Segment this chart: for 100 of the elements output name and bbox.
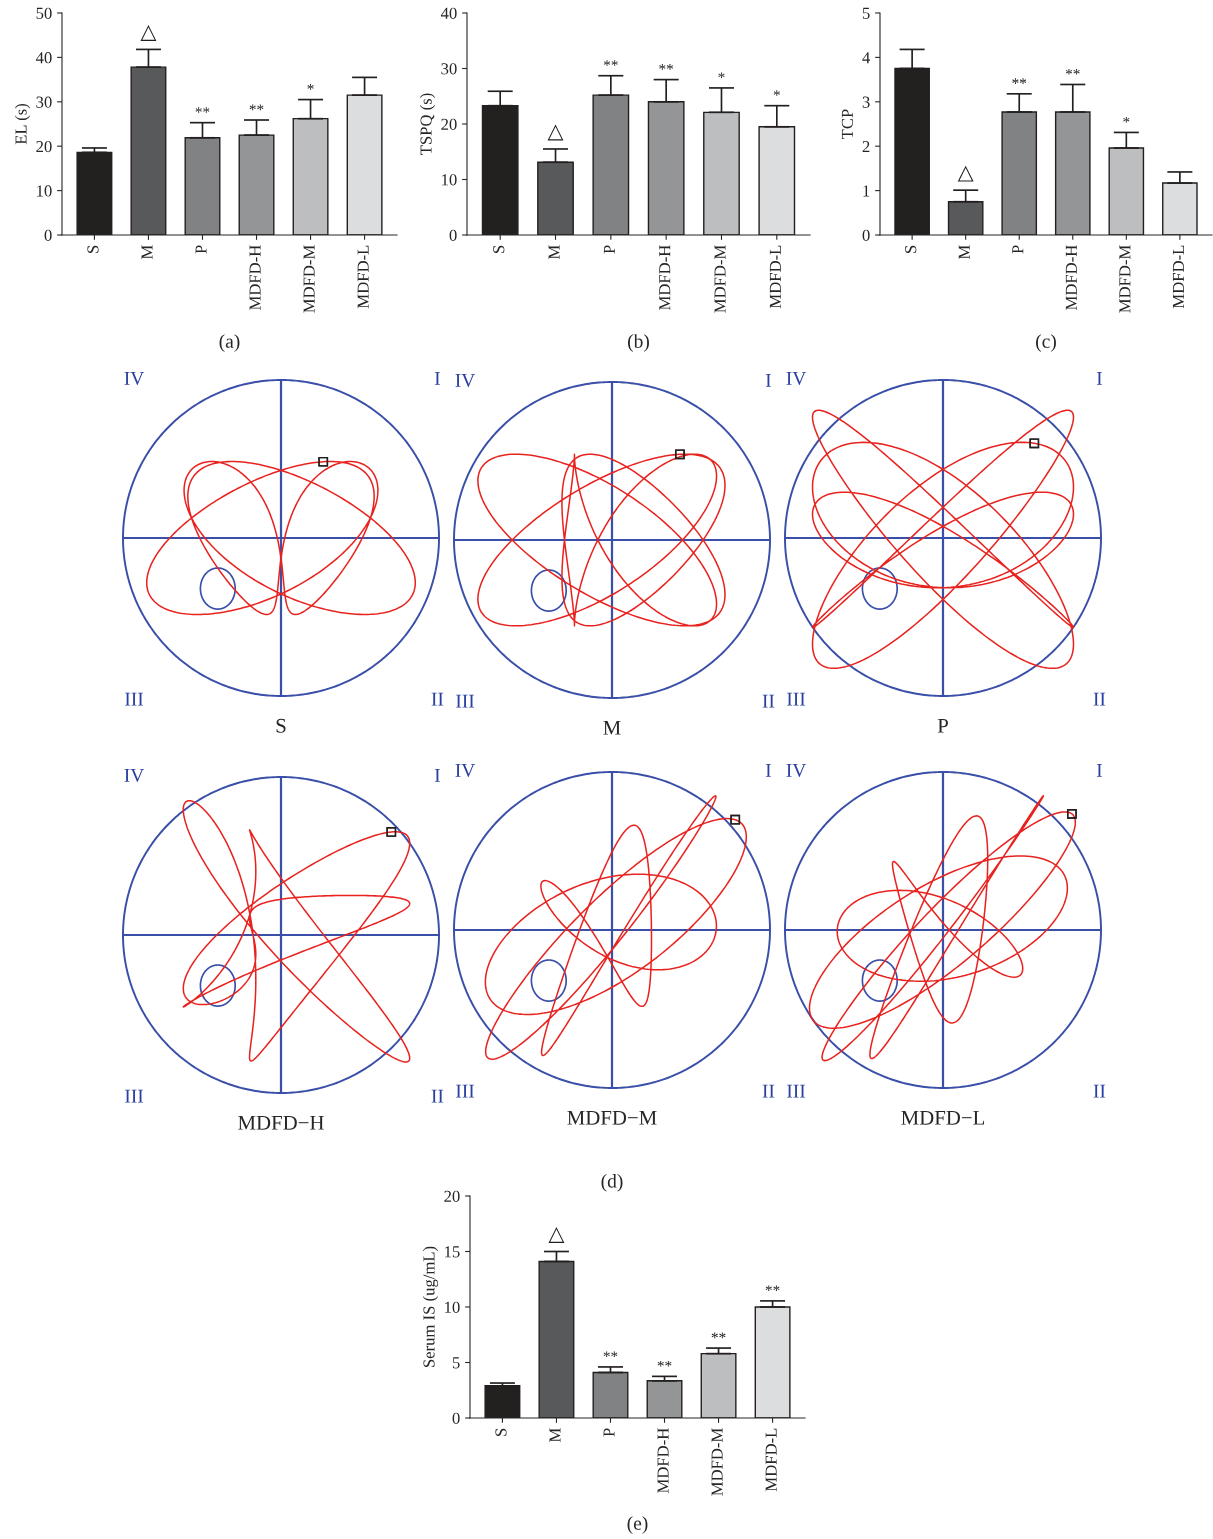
- x-tick-label: MDFD-H: [249, 245, 261, 310]
- annotation: **: [603, 1351, 618, 1358]
- annotation: **: [765, 1285, 780, 1292]
- y-tick-label: 5: [862, 7, 870, 19]
- annotation: *: [773, 90, 780, 96]
- text: (b): [628, 334, 649, 352]
- y-axis-title: TCP: [841, 109, 853, 139]
- text: MDFD−L: [901, 1110, 985, 1125]
- x-tick-label: M: [549, 1428, 561, 1443]
- x-tick-label: S: [493, 245, 505, 253]
- y-tick-label: 0: [862, 229, 870, 241]
- x-tick-label: MDFD-L: [765, 1428, 777, 1492]
- text: (d): [601, 1173, 623, 1192]
- y-tick-label: 0: [44, 229, 52, 241]
- y-tick-label: 5: [452, 1357, 460, 1369]
- text: III: [787, 1084, 806, 1098]
- annotation: **: [659, 64, 674, 70]
- annotation: △: [548, 1227, 565, 1243]
- y-tick-label: 50: [36, 7, 52, 19]
- y-tick-label: 40: [35, 52, 52, 64]
- x-tick-label: P: [603, 1428, 615, 1437]
- x-tick-label: MDFD-M: [303, 245, 315, 313]
- y-tick-label: 1: [863, 185, 870, 197]
- x-tick-label: MDFD-M: [714, 245, 726, 313]
- x-tick-label: S: [87, 245, 99, 253]
- x-tick-label: MDFD-L: [357, 245, 369, 309]
- x-tick-label: MDFD-L: [769, 245, 781, 309]
- text: S: [276, 718, 286, 733]
- annotation: △: [140, 24, 157, 41]
- x-tick-label: MDFD-H: [659, 245, 671, 310]
- text: II: [1093, 692, 1106, 706]
- text: I: [765, 373, 771, 387]
- y-tick-label: 20: [36, 140, 52, 153]
- text: (c): [1036, 334, 1056, 352]
- x-tick-label: P: [1012, 245, 1024, 254]
- y-tick-label: 30: [36, 96, 52, 108]
- text: P: [937, 718, 948, 733]
- text: II: [762, 1084, 775, 1098]
- y-tick-label: 0: [452, 1412, 460, 1424]
- y-tick-label: 20: [444, 1190, 460, 1202]
- x-tick-label: MDFD-M: [1119, 245, 1131, 313]
- annotation: **: [195, 107, 210, 113]
- y-tick-label: 10: [442, 174, 457, 186]
- text: II: [1093, 1084, 1106, 1098]
- annotation: **: [603, 60, 618, 66]
- text: IV: [786, 371, 807, 385]
- text: IV: [786, 763, 807, 777]
- y-tick-label: 4: [862, 52, 871, 64]
- y-tick-label: 10: [37, 185, 52, 197]
- x-tick-label: M: [958, 245, 970, 260]
- x-tick-label: S: [495, 1428, 507, 1436]
- text: (a): [219, 334, 240, 352]
- y-tick-label: 10: [445, 1301, 460, 1313]
- text: IV: [455, 763, 476, 777]
- x-tick-label: M: [548, 245, 560, 260]
- text: II: [431, 692, 444, 706]
- annotation: *: [307, 84, 314, 90]
- text: IV: [124, 768, 145, 782]
- annotation: *: [1123, 116, 1130, 123]
- annotation: **: [711, 1332, 726, 1339]
- y-tick-label: 30: [441, 63, 457, 75]
- text: III: [787, 692, 806, 706]
- x-tick-label: P: [603, 245, 615, 254]
- y-tick-label: 40: [440, 7, 457, 19]
- text: III: [456, 694, 475, 708]
- text: I: [1096, 371, 1102, 385]
- y-tick-label: 20: [441, 118, 457, 130]
- annotation: **: [657, 1360, 672, 1367]
- text: II: [431, 1089, 444, 1103]
- text: III: [125, 692, 144, 706]
- y-axis-title: EL (s): [14, 103, 31, 145]
- text: IV: [124, 371, 145, 385]
- text: I: [434, 371, 440, 385]
- x-tick-label: MDFD-H: [657, 1428, 669, 1493]
- text: I: [765, 763, 771, 777]
- text: MDFD−H: [238, 1115, 324, 1130]
- annotation: △: [547, 124, 564, 141]
- annotation: △: [957, 165, 974, 182]
- annotation: **: [249, 104, 264, 111]
- text: (e): [627, 1516, 648, 1534]
- text: I: [434, 768, 440, 782]
- text: II: [762, 694, 775, 708]
- x-tick-label: MDFD-H: [1065, 245, 1077, 310]
- y-tick-label: 0: [449, 229, 457, 241]
- annotation: **: [1065, 69, 1080, 75]
- y-axis-title: Serum IS (ug/mL): [422, 1246, 439, 1367]
- text: III: [456, 1084, 475, 1098]
- annotation: **: [1012, 78, 1027, 84]
- text: III: [125, 1089, 144, 1103]
- y-tick-label: 3: [862, 96, 870, 108]
- text: M: [603, 720, 621, 735]
- x-tick-label: P: [195, 245, 207, 254]
- x-tick-label: M: [141, 245, 153, 260]
- y-tick-label: 15: [445, 1246, 460, 1258]
- text: IV: [455, 373, 476, 387]
- x-tick-label: MDFD-L: [1172, 245, 1184, 309]
- y-tick-label: 2: [862, 140, 870, 152]
- y-axis-title: TSPQ (s): [419, 93, 436, 155]
- x-tick-label: S: [905, 245, 917, 253]
- x-tick-label: MDFD-M: [711, 1428, 723, 1496]
